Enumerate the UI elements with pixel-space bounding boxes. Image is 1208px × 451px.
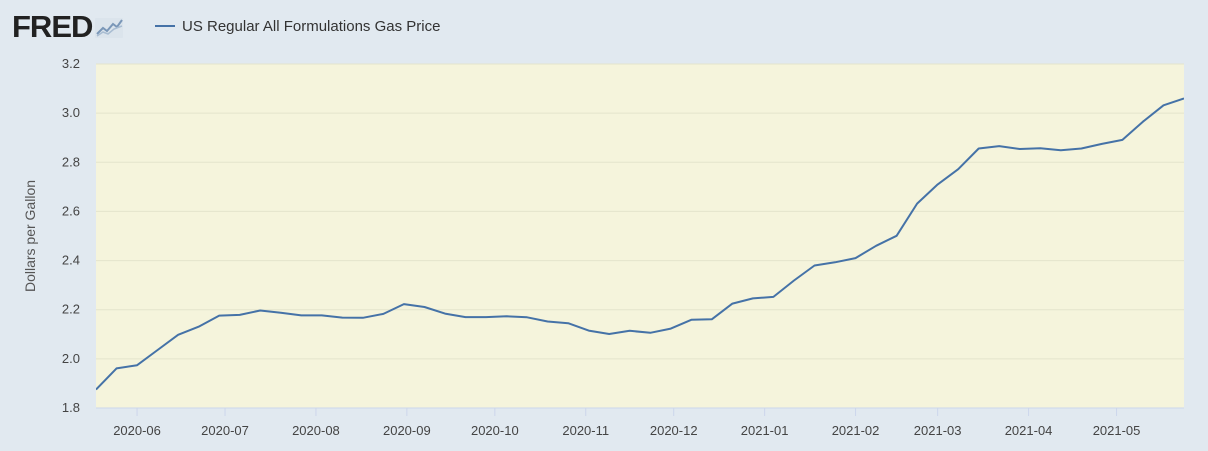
series-group: [96, 97, 1184, 391]
y-axis: 1.8 2.0 2.2 2.4 2.6 2.8 3.0 3.2: [62, 56, 80, 415]
y-tick-label: 3.2: [62, 56, 80, 71]
x-tick-label: 2020-09: [383, 423, 431, 438]
header: FRED US Regular All Formulations Gas Pri…: [0, 0, 1208, 56]
grid-lines: [96, 63, 1184, 409]
x-tick-label: 2021-03: [914, 423, 962, 438]
x-tick-label: 2020-08: [292, 423, 340, 438]
y-tick-label: 1.8: [62, 400, 80, 415]
y-tick-label: 2.0: [62, 351, 80, 366]
legend[interactable]: US Regular All Formulations Gas Price: [155, 14, 440, 38]
y-tick-label: 2.2: [62, 302, 80, 317]
x-tick-label: 2021-05: [1093, 423, 1141, 438]
chart-line-icon: [95, 18, 124, 38]
legend-label: US Regular All Formulations Gas Price: [182, 17, 441, 35]
x-tick-label: 2021-02: [832, 423, 880, 438]
y-tick-label: 2.6: [62, 203, 80, 218]
legend-swatch: [155, 25, 175, 27]
x-tick-label: 2021-01: [741, 423, 789, 438]
plot-area: [96, 64, 1184, 408]
series-line[interactable]: [96, 97, 1184, 391]
y-tick-label: 3.0: [62, 105, 80, 120]
y-tick-label: 2.8: [62, 154, 80, 169]
y-axis-title: Dollars per Gallon: [22, 180, 38, 292]
x-tick-label: 2020-07: [201, 423, 249, 438]
logo-text: FRED: [12, 9, 93, 44]
x-tick-label: 2021-04: [1005, 423, 1053, 438]
fred-logo[interactable]: FRED: [12, 9, 124, 44]
x-tick-label: 2020-12: [650, 423, 698, 438]
x-tick-label: 2020-10: [471, 423, 519, 438]
x-tick-label: 2020-06: [113, 423, 161, 438]
x-axis: 2020-06 2020-07 2020-08 2020-09 2020-10 2020-…: [96, 407, 1184, 438]
y-tick-label: 2.4: [62, 253, 80, 268]
x-tick-label: 2020-11: [562, 423, 609, 438]
